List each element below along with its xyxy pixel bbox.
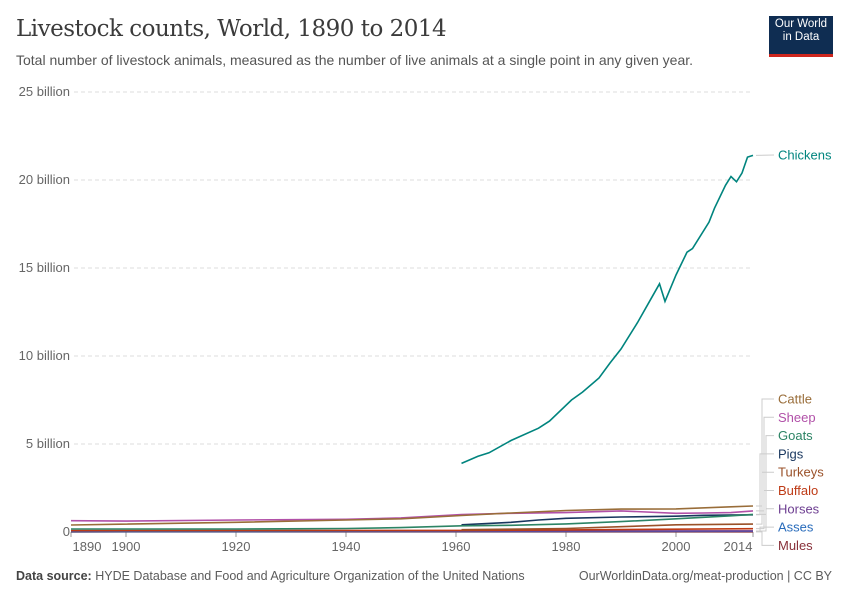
x-tick-label: 1900: [112, 539, 141, 554]
data-source: Data source: HYDE Database and Food and …: [16, 569, 525, 583]
connector-line: [756, 531, 774, 546]
series-label-sheep: Sheep: [778, 410, 816, 425]
logo-line1: Our World: [774, 18, 828, 30]
y-tick-label: 5 billion: [26, 436, 70, 451]
series-line-pigs: [461, 514, 754, 526]
series-line-turkeys: [461, 523, 754, 531]
series-line-chickens: [461, 154, 754, 465]
connector-line: [756, 435, 774, 515]
x-tick-label: 2014: [724, 539, 753, 554]
x-tick-label: 2000: [662, 539, 691, 554]
owid-logo[interactable]: Our World in Data: [769, 16, 833, 57]
connector-line: [756, 453, 774, 516]
series-label-chickens: Chickens: [778, 148, 832, 163]
source-label: Data source:: [16, 569, 92, 583]
series-label-cattle: Cattle: [778, 392, 812, 407]
connector-line: [756, 471, 774, 525]
series-label-buffalo: Buffalo: [778, 483, 818, 498]
series-label-horses: Horses: [778, 501, 820, 516]
series-line-buffalo: [71, 527, 754, 532]
y-tick-label: 15 billion: [19, 260, 70, 275]
series-label-pigs: Pigs: [778, 446, 804, 461]
chart-title: Livestock counts, World, 1890 to 2014: [16, 16, 447, 42]
series-line-cattle: [70, 505, 754, 526]
series-label-turkeys: Turkeys: [778, 465, 824, 480]
connector-line: [756, 490, 774, 530]
x-tick-label: 1980: [552, 539, 581, 554]
y-tick-label: 25 billion: [19, 84, 70, 99]
series-label-asses: Asses: [778, 520, 814, 535]
logo-line2: in Data: [782, 31, 820, 43]
connector-line: [756, 398, 774, 507]
y-tick-label: 0: [63, 524, 70, 539]
x-tick-label: 1920: [222, 539, 251, 554]
y-tick-label: 10 billion: [19, 348, 70, 363]
series-line-goats: [71, 513, 754, 530]
x-tick-label: 1960: [442, 539, 471, 554]
url-license[interactable]: OurWorldinData.org/meat-production | CC …: [578, 569, 832, 583]
connector-line: [756, 416, 774, 512]
connector-line: [756, 526, 774, 532]
chart-subtitle: Total number of livestock animals, measu…: [16, 52, 694, 68]
series-label-mules: Mules: [778, 538, 813, 553]
y-tick-label: 20 billion: [19, 172, 70, 187]
x-tick-label: 1940: [332, 539, 361, 554]
source-text: HYDE Database and Food and Agriculture O…: [95, 569, 525, 583]
connector-line: [756, 508, 774, 532]
series-label-goats: Goats: [778, 428, 813, 443]
x-tick-label: 1890: [73, 539, 102, 554]
